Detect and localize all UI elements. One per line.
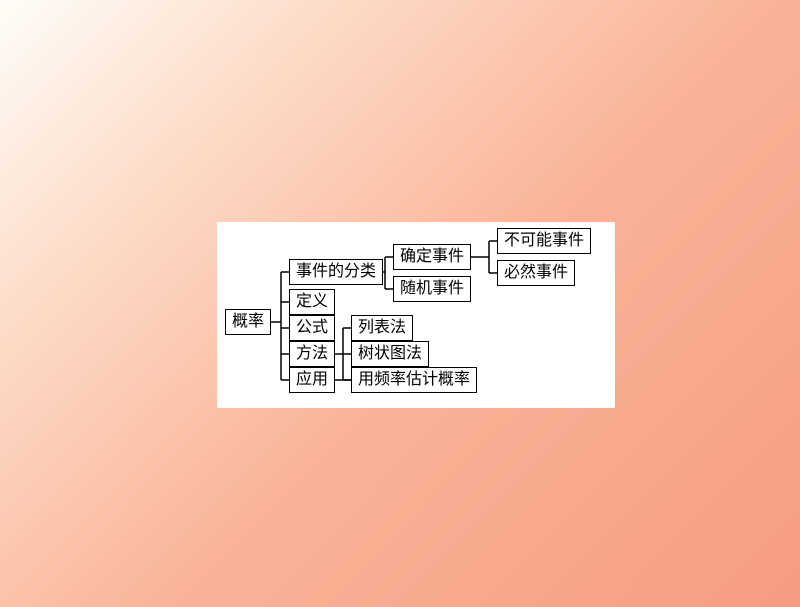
node-tree: 树状图法 [351,341,429,367]
node-cat: 事件的分类 [289,259,383,285]
node-table: 列表法 [351,315,413,341]
node-root: 概率 [225,309,271,335]
node-app: 应用 [289,367,335,393]
node-def: 定义 [289,289,335,315]
node-method: 方法 [289,341,335,367]
node-certain: 必然事件 [497,260,575,286]
node-impossible: 不可能事件 [497,228,591,254]
node-freq: 用频率估计概率 [351,367,477,393]
node-determined: 确定事件 [393,244,471,270]
node-random: 随机事件 [393,276,471,302]
node-formula: 公式 [289,315,335,341]
